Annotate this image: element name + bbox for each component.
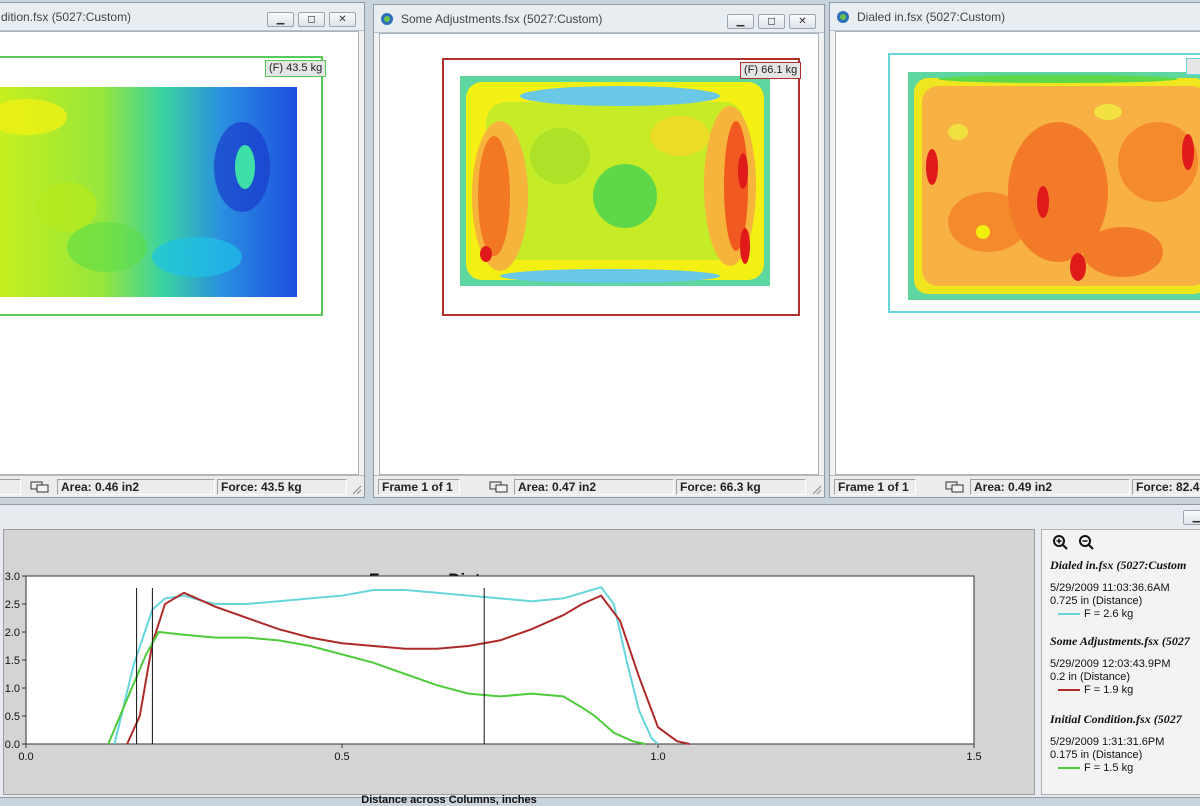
restore-button[interactable]: ◻ <box>758 14 785 29</box>
x-tick-label: 1.5 <box>966 751 981 763</box>
legend-distance: 0.175 in (Distance) <box>1050 749 1143 761</box>
pressure-heatmap <box>908 72 1200 300</box>
close-button[interactable]: ✕ <box>329 12 356 27</box>
sensor-frame-outline <box>0 56 323 316</box>
status-bar: Area: 0.46 in2 Force: 43.5 kg <box>0 475 364 497</box>
status-area: Area: 0.47 in2 <box>514 479 674 495</box>
legend-swatch <box>1058 613 1080 616</box>
window-title: dition.fsx (5027:Custom) <box>1 10 132 24</box>
sensor-frame-outline <box>442 58 800 316</box>
monitor-icon[interactable] <box>29 480 51 494</box>
status-bar: Frame 1 of 1 Area: 0.47 in2 Force: 66.3 … <box>374 475 824 497</box>
restore-button[interactable]: ▁ <box>1183 510 1200 525</box>
sensor-frame-outline <box>888 53 1200 313</box>
legend-swatch <box>1058 689 1080 692</box>
y-tick-label: 2.5 <box>5 599 20 611</box>
graph-window[interactable]: ▁ Force vs. Distance 0.00.51.01.52.02.53… <box>0 504 1200 806</box>
legend-distance: 0.725 in (Distance) <box>1050 595 1143 607</box>
app-icon <box>381 13 393 25</box>
x-tick-label: 0.5 <box>334 751 349 763</box>
legend-title: Dialed in.fsx (5027:Custom <box>1050 558 1187 572</box>
legend-force: F = 1.9 kg <box>1058 684 1133 696</box>
minimize-button[interactable]: ▁ <box>267 12 294 27</box>
legend-timestamp: 5/29/2009 11:03:36.6AM <box>1050 582 1170 594</box>
legend-title: Initial Condition.fsx (5027 <box>1050 712 1182 726</box>
minimize-icon: ▁ <box>276 14 285 25</box>
legend-swatch <box>1058 767 1080 770</box>
status-force: Force: 82.4 <box>1132 479 1200 495</box>
window-titlebar[interactable]: Some Adjustments.fsx (5027:Custom) ▁ ◻ ✕ <box>374 5 824 33</box>
series-line-1 <box>126 591 690 745</box>
resize-grip-icon[interactable] <box>810 483 822 495</box>
series-line-0 <box>113 586 659 745</box>
pressure-map-view[interactable]: (F) 43.5 kg <box>0 31 359 475</box>
x-axis-label: Distance across Columns, inches <box>361 794 537 806</box>
restore-icon: ▁ <box>1192 512 1200 523</box>
force-tag: (F) 66.1 kg <box>740 62 802 79</box>
pressure-heatmap <box>0 87 297 297</box>
window-title: Some Adjustments.fsx (5027:Custom) <box>401 12 603 26</box>
zoom-out-icon[interactable] <box>1078 534 1094 550</box>
x-tick-label: 1.0 <box>650 751 665 763</box>
pressure-heatmap <box>460 76 770 286</box>
y-tick-label: 3.0 <box>5 571 20 583</box>
minimize-icon: ▁ <box>736 16 745 27</box>
close-button[interactable]: ✕ <box>789 14 816 29</box>
monitor-icon[interactable] <box>488 480 510 494</box>
window-dialed-in[interactable]: Dialed in.fsx (5027:Custom) Frame 1 of 1… <box>829 2 1200 498</box>
y-tick-label: 0.5 <box>5 711 20 723</box>
close-icon: ✕ <box>338 14 347 25</box>
status-area: Area: 0.49 in2 <box>970 479 1130 495</box>
status-bar: Frame 1 of 1 Area: 0.49 in2 Force: 82.4 <box>830 475 1200 497</box>
pressure-map-view[interactable]: (F) 66.1 kg <box>379 33 819 475</box>
force-distance-chart[interactable]: 0.0 0.5 1.0 1.5 2.0 2.5 3.0 0.0 0.5 1.0 1.5 <box>4 530 1034 792</box>
status-frame: Frame 1 of 1 <box>378 479 460 495</box>
window-some-adjustments[interactable]: Some Adjustments.fsx (5027:Custom) ▁ ◻ ✕… <box>373 4 825 498</box>
legend-force: F = 1.5 kg <box>1058 762 1133 774</box>
status-frame <box>0 479 21 495</box>
y-tick-label: 0.0 <box>5 739 20 751</box>
graph-titlebar[interactable]: ▁ <box>0 505 1200 529</box>
window-titlebar[interactable]: Dialed in.fsx (5027:Custom) <box>830 3 1200 31</box>
force-tag <box>1186 58 1200 75</box>
pressure-map-view[interactable] <box>835 31 1200 475</box>
legend-force-value: F = 1.5 kg <box>1084 762 1134 774</box>
legend-title: Some Adjustments.fsx (5027 <box>1050 634 1190 648</box>
zoom-in-icon[interactable] <box>1052 534 1068 550</box>
window-titlebar[interactable]: dition.fsx (5027:Custom) ▁ ◻ ✕ <box>0 3 364 31</box>
status-force: Force: 43.5 kg <box>217 479 347 495</box>
legend-distance: 0.2 in (Distance) <box>1050 671 1131 683</box>
x-tick-label: 0.0 <box>18 751 33 763</box>
close-icon: ✕ <box>798 16 807 27</box>
window-initial-condition[interactable]: dition.fsx (5027:Custom) ▁ ◻ ✕ <box>0 2 365 498</box>
y-tick-label: 1.5 <box>5 655 20 667</box>
legend-force: F = 2.6 kg <box>1058 608 1133 620</box>
restore-button[interactable]: ◻ <box>298 12 325 27</box>
y-tick-label: 1.0 <box>5 683 20 695</box>
legend-force-value: F = 2.6 kg <box>1084 608 1134 620</box>
y-tick-label: 2.0 <box>5 627 20 639</box>
resize-grip-icon[interactable] <box>350 483 362 495</box>
legend-timestamp: 5/29/2009 12:03:43.9PM <box>1050 658 1171 670</box>
restore-icon: ◻ <box>767 16 776 27</box>
minimize-button[interactable]: ▁ <box>727 14 754 29</box>
status-force: Force: 66.3 kg <box>676 479 806 495</box>
window-title: Dialed in.fsx (5027:Custom) <box>857 10 1006 24</box>
app-icon <box>837 11 849 23</box>
status-frame: Frame 1 of 1 <box>834 479 916 495</box>
status-area: Area: 0.46 in2 <box>57 479 215 495</box>
legend-force-value: F = 1.9 kg <box>1084 684 1134 696</box>
plot-area <box>25 575 975 745</box>
force-tag: (F) 43.5 kg <box>265 60 327 77</box>
series-line-2 <box>107 630 646 745</box>
legend-timestamp: 5/29/2009 1:31:31.6PM <box>1050 736 1165 748</box>
monitor-icon[interactable] <box>944 480 966 494</box>
restore-icon: ◻ <box>307 14 316 25</box>
legend-panel: Dialed in.fsx (5027:Custom 5/29/2009 11:… <box>1041 529 1200 795</box>
chart-panel: Force vs. Distance 0.00.51.01.52.02.53.0… <box>3 529 1035 806</box>
